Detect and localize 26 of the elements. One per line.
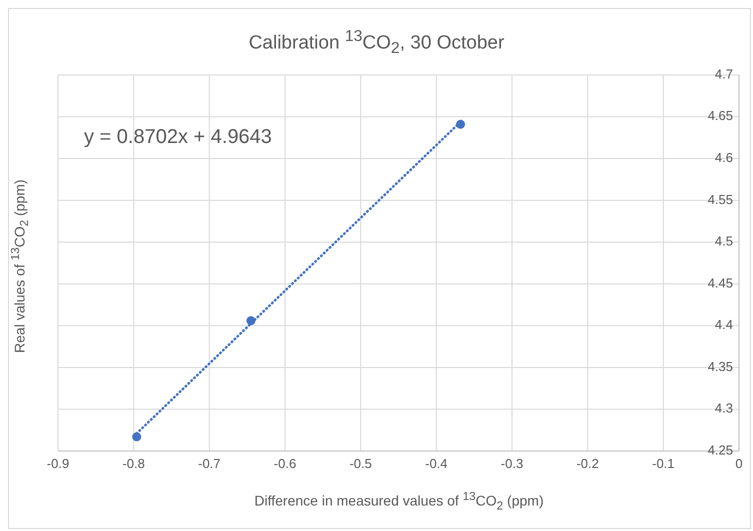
x-tick-label: -0.8 (122, 456, 145, 472)
y-tick-label: 4.3 (714, 400, 733, 416)
x-tick-label: -0.3 (500, 456, 524, 472)
x-tick-label: 0 (735, 456, 743, 472)
y-tick-label: 4.7 (714, 66, 733, 82)
x-tick-label: -0.5 (349, 456, 372, 472)
y-tick-label: 4.5 (714, 234, 733, 249)
y-tick-label: 4.45 (708, 275, 733, 290)
x-tick-label: -0.4 (425, 456, 448, 472)
x-tick-label: -0.2 (576, 456, 599, 472)
y-tick-label: 4.4 (714, 317, 733, 332)
y-tick-label: 4.6 (714, 150, 733, 165)
x-axis-title: Difference in measured values of $^{13}$CO$_{2}$ (ppm) (253, 490, 545, 512)
x-tick-label: -0.1 (652, 456, 675, 472)
annotation: y = 0.8702x + 4.9643 (84, 126, 272, 149)
y-tick-label: 4.25 (708, 442, 733, 458)
x-tick-label: -0.6 (274, 456, 296, 472)
point (456, 120, 466, 129)
chart-title: Calibration $^{13}$CO$_{2}$, 30 October (248, 28, 506, 58)
point (132, 432, 142, 442)
y-tick-label: 4.35 (708, 358, 733, 374)
x-tick-label: -0.9 (46, 456, 70, 472)
y-tick-label: 4.65 (708, 108, 733, 124)
y-tick-label: 4.55 (708, 192, 733, 207)
point (246, 316, 256, 326)
x-tick-label: -0.7 (198, 456, 221, 472)
